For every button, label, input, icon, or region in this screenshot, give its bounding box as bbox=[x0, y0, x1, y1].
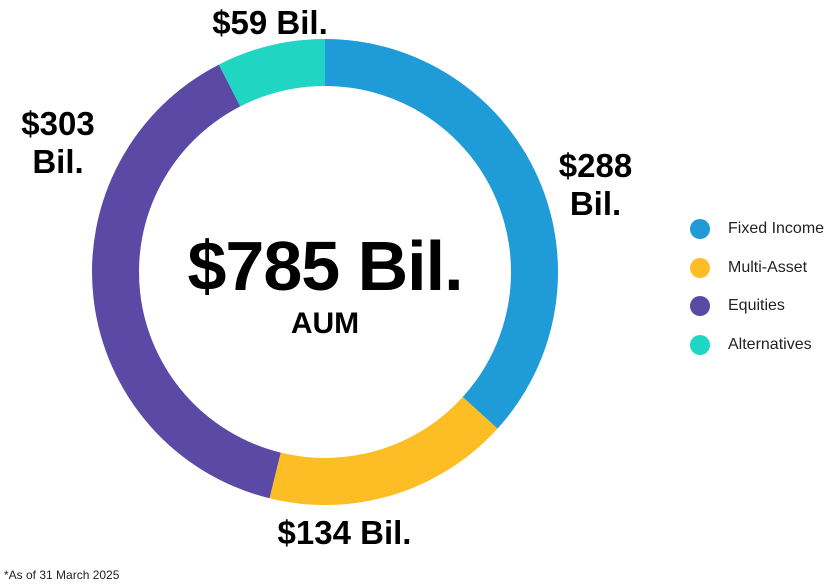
legend-swatch bbox=[690, 219, 710, 240]
center-total: $785 Bil. bbox=[187, 227, 463, 305]
data-label-fixed-income: $288 Bil. bbox=[558, 147, 633, 222]
data-label-equities: $303 Bil. bbox=[21, 105, 95, 180]
data-label-alternatives: $59 Bil. bbox=[212, 4, 328, 41]
donut-segment-alternatives bbox=[218, 39, 325, 107]
footnote: *As of 31 March 2025 bbox=[4, 568, 120, 582]
legend-item-multi-asset: Multi-Asset bbox=[690, 249, 824, 288]
legend-item-equities: Equities bbox=[690, 287, 824, 326]
legend-label: Multi-Asset bbox=[728, 258, 808, 276]
legend-swatch bbox=[690, 257, 710, 278]
donut-segment-multi-asset bbox=[269, 397, 498, 505]
legend-swatch bbox=[690, 296, 710, 317]
legend-swatch bbox=[690, 334, 710, 355]
data-label-multi-asset: $134 Bil. bbox=[277, 514, 412, 551]
legend-item-fixed-income: Fixed Income bbox=[690, 210, 824, 249]
center-label: AUM bbox=[290, 307, 360, 340]
legend-label: Equities bbox=[728, 297, 785, 315]
legend-label: Fixed Income bbox=[728, 220, 825, 238]
donut-segment-equities bbox=[91, 64, 281, 499]
legend-item-alternatives: Alternatives bbox=[690, 326, 824, 365]
donut-segment-fixed-income bbox=[325, 39, 558, 429]
legend-label: Alternatives bbox=[728, 335, 812, 353]
legend: Fixed Income Multi-Asset Equities Altern… bbox=[690, 210, 824, 364]
